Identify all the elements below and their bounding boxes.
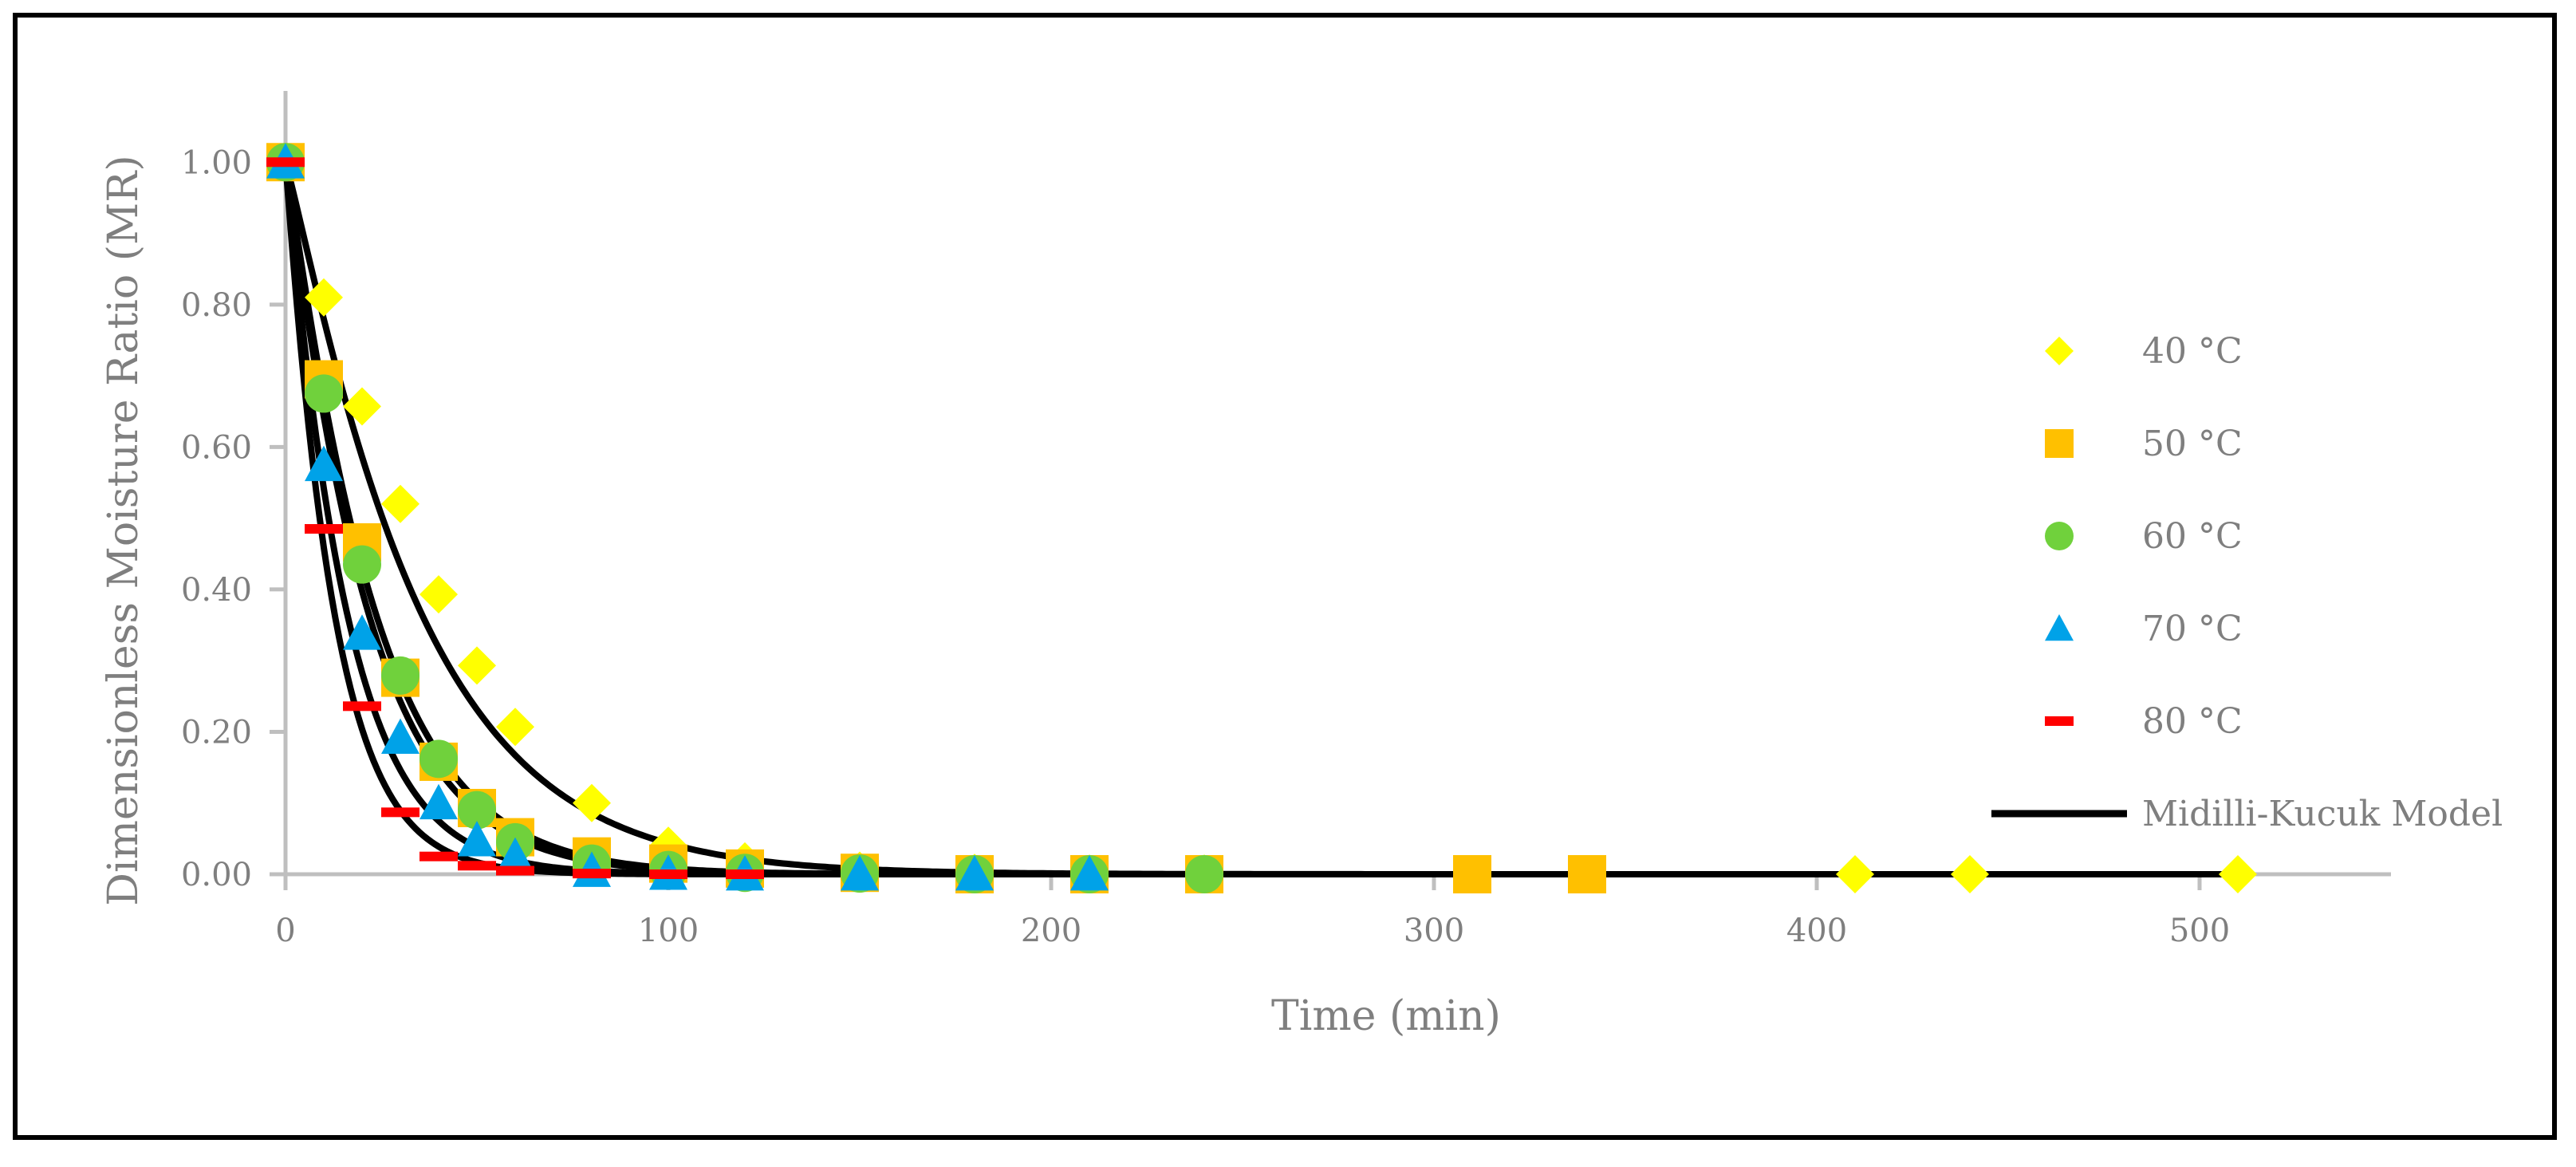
point-diamond [305, 278, 343, 317]
point-circle [419, 739, 458, 779]
point-dash [496, 865, 534, 876]
point-diamond [1836, 855, 1874, 893]
point-diamond [496, 708, 534, 747]
point-diamond [381, 484, 419, 523]
x-tick-label: 300 [1404, 913, 1464, 949]
y-tick-label: 0.20 [181, 714, 252, 751]
point-dash [305, 524, 343, 534]
x-axis-title: Time (min) [1271, 992, 1501, 1040]
model-curves [282, 161, 2238, 877]
chart-frame: 0.00 0.20 0.40 0.60 0.80 1.00 0 100 200 300 400 500… [13, 13, 2557, 1140]
point-square [2045, 429, 2074, 458]
point-dash [381, 807, 419, 818]
legend: 40 °C 50 °C 60 °C 70 °C 80 °C Midilli-Kucuk M… [1991, 331, 2503, 834]
point-triangle [419, 783, 458, 820]
point-circle [305, 374, 343, 413]
legend-label: 60 °C [2142, 516, 2243, 557]
model-curve [282, 161, 2238, 877]
point-triangle [458, 821, 496, 857]
chart-svg: 0.00 0.20 0.40 0.60 0.80 1.00 0 100 200 300 400 500… [100, 91, 2503, 1040]
legend-label: Midilli-Kucuk Model [2142, 794, 2503, 834]
point-diamond [2045, 337, 2074, 365]
y-tick-label: 0.00 [181, 857, 252, 893]
point-triangle [381, 718, 419, 754]
point-dash [458, 861, 496, 871]
point-diamond [419, 575, 458, 614]
point-square [1568, 855, 1606, 893]
model-curve [282, 161, 2238, 877]
point-diamond [458, 646, 496, 685]
point-triangle [305, 445, 343, 482]
y-axis-title: Dimensionless Moisture Ratio (MR) [100, 155, 148, 905]
point-circle [343, 545, 381, 584]
point-dash [266, 157, 305, 168]
point-diamond [343, 387, 381, 426]
point-triangle [841, 855, 879, 891]
point-triangle [955, 855, 994, 891]
x-tick-label: 200 [1021, 913, 1081, 949]
point-circle [458, 790, 496, 830]
legend-label: 50 °C [2142, 424, 2243, 464]
point-triangle [496, 837, 534, 873]
x-tick-label: 100 [638, 913, 699, 949]
point-triangle [343, 614, 381, 650]
point-diamond [2219, 855, 2257, 893]
point-dash [343, 701, 381, 712]
point-dash [649, 869, 687, 879]
x-tick-label: 500 [2169, 913, 2230, 949]
x-tick-label: 0 [275, 913, 295, 949]
point-dash [726, 869, 764, 879]
point-dash [419, 851, 458, 861]
axes: 0.00 0.20 0.40 0.60 0.80 1.00 0 100 200 300 400 500… [100, 91, 2391, 1040]
point-square [1453, 855, 1491, 893]
y-tick-label: 0.40 [181, 572, 252, 609]
point-triangle [2045, 614, 2074, 641]
point-dash [573, 869, 611, 879]
model-curve [282, 161, 2238, 877]
legend-label: 70 °C [2142, 609, 2243, 649]
data-points [266, 143, 2257, 893]
y-tick-label: 0.60 [181, 429, 252, 466]
point-circle [1185, 855, 1223, 893]
model-curve [282, 161, 2238, 877]
point-diamond [1951, 855, 1989, 893]
x-tick-label: 400 [1786, 913, 1847, 949]
point-circle [381, 656, 419, 695]
legend-label: 80 °C [2142, 701, 2243, 742]
y-tick-label: 0.80 [181, 287, 252, 324]
point-diamond [573, 783, 611, 822]
model-curve [282, 161, 2238, 877]
y-tick-label: 1.00 [181, 144, 252, 181]
legend-label: 40 °C [2142, 331, 2243, 372]
point-triangle [1070, 855, 1109, 891]
point-circle [2045, 522, 2074, 550]
point-dash [2045, 716, 2074, 726]
